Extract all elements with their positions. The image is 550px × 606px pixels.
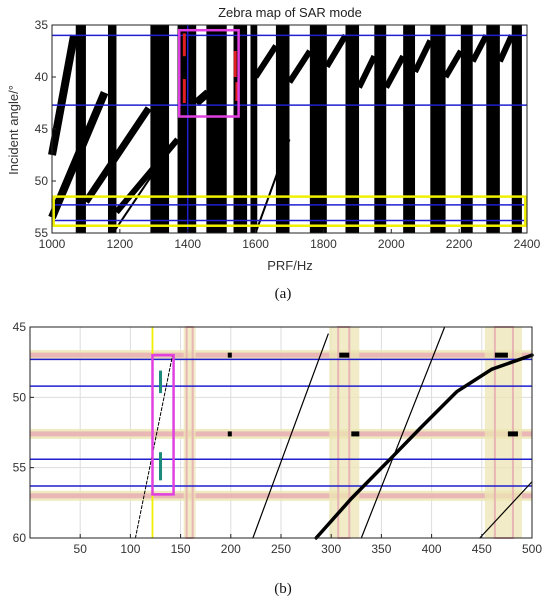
x-tick-label-2: 1400: [174, 237, 201, 251]
diagonal-band-14: [470, 34, 489, 63]
diagonal-band-13: [442, 49, 464, 79]
zebra-band-14: [486, 25, 500, 233]
zebra-band-7: [275, 25, 290, 233]
panel-a-x-label: PRF/Hz: [267, 258, 313, 273]
y-tick-label-3: 50: [35, 174, 49, 188]
x-tick-label-2: 150: [171, 542, 191, 556]
x-tick-label-4: 250: [271, 542, 291, 556]
zebra-band-1: [107, 25, 117, 233]
curve-4: [479, 481, 533, 539]
panel-a-highlight-boxes: [52, 28, 527, 227]
panel-a-title: Zebra map of SAR mode: [218, 5, 362, 20]
x-tick-label-6: 350: [371, 542, 391, 556]
pink-hband-1: [30, 431, 532, 437]
panel-a-y-ticks: 35 40 45 50 55: [35, 18, 56, 240]
panel-a-caption: (a): [275, 286, 292, 302]
diagonal-band-12: [412, 39, 433, 74]
magenta-box: [177, 28, 240, 118]
black-mark-5: [227, 431, 232, 437]
x-tick-label-8: 450: [472, 542, 492, 556]
black-mark-4: [227, 352, 232, 358]
zebra-band-13: [460, 25, 473, 233]
x-tick-label-9: 500: [522, 542, 542, 556]
x-tick-label-5: 2000: [378, 237, 405, 251]
x-tick-label-0: 1000: [39, 237, 66, 251]
curve-1: [252, 333, 329, 539]
black-mark-2: [351, 431, 360, 437]
zebra-band-10: [374, 25, 387, 233]
yellow-box: [52, 195, 527, 227]
pink-hband-2: [30, 493, 532, 499]
zebra-band-0: [75, 25, 86, 233]
curve-3: [360, 326, 446, 539]
x-tick-label-3: 200: [221, 542, 241, 556]
diagonal-band-8: [286, 49, 313, 84]
x-tick-label-0: 50: [74, 542, 88, 556]
y-tick-label-4: 55: [35, 226, 49, 240]
black-mark-3: [507, 431, 518, 437]
zebra-band-2: [150, 25, 170, 233]
diagonal-band-2: [83, 106, 152, 204]
zebra-band-9: [345, 25, 360, 233]
x-tick-label-3: 1600: [242, 237, 269, 251]
panel-a-y-label: Incident angle/°: [6, 85, 21, 175]
diagonal-band-9: [324, 33, 349, 69]
panel-b: 50 100 150 200 250 300 350 400 450 500 45 50 55 60 (…: [13, 320, 543, 597]
diagonal-band-10: [356, 54, 378, 89]
x-tick-label-7: 2400: [514, 237, 541, 251]
curve-0: [134, 354, 174, 539]
diagonal-band-0: [48, 34, 78, 156]
y-tick-label-3: 60: [13, 531, 27, 545]
panel-a-reference-lines: [52, 25, 527, 233]
panel-b-curves: [134, 326, 534, 540]
curve-2: [314, 353, 534, 540]
zebra-band-4: [206, 25, 227, 233]
panel-a-x-ticks: 1000 1200 1400 1600 1800 2000 2200 2400: [39, 229, 541, 251]
black-mark-1: [494, 352, 508, 358]
y-tick-label-0: 35: [35, 18, 49, 32]
panel-a-bands: [75, 25, 522, 233]
panel-b-caption: (b): [274, 581, 292, 597]
diagonal-band-4: [112, 149, 170, 234]
y-tick-label-1: 50: [13, 390, 27, 404]
zebra-band-11: [403, 25, 416, 233]
black-mark-0: [339, 352, 350, 358]
zebra-band-3: [177, 25, 197, 233]
diagonal-band-15: [497, 34, 515, 63]
x-tick-label-1: 100: [120, 542, 140, 556]
pink-hband-0: [30, 352, 532, 358]
diagonal-band-11: [383, 54, 406, 89]
zebra-band-8: [309, 25, 327, 233]
panel-b-marks: [151, 352, 518, 496]
x-tick-label-4: 1800: [310, 237, 337, 251]
y-tick-label-2: 45: [35, 122, 49, 136]
diagonal-band-6: [253, 44, 279, 79]
diagonal-band-5: [193, 89, 211, 107]
panel-b-y-ticks: 45 50 55 60: [13, 320, 34, 545]
magenta-box: [151, 353, 175, 496]
x-tick-label-7: 400: [422, 542, 442, 556]
y-tick-label-2: 55: [13, 461, 27, 475]
x-tick-label-5: 300: [321, 542, 341, 556]
panel-b-x-ticks: 50 100 150 200 250 300 350 400 450 500: [74, 534, 542, 556]
zebra-band-6: [250, 25, 258, 233]
zebra-band-15: [511, 25, 522, 233]
diagonal-band-7: [254, 139, 291, 234]
zebra-band-12: [430, 25, 446, 233]
y-tick-label-0: 45: [13, 320, 27, 334]
panel-a: Zebra map of SAR mode 1000 1200 1400 1600 18…: [6, 5, 541, 302]
x-tick-label-6: 2200: [446, 237, 473, 251]
zebra-band-5: [233, 25, 248, 233]
y-tick-label-1: 40: [35, 70, 49, 84]
x-tick-label-1: 1200: [107, 237, 134, 251]
